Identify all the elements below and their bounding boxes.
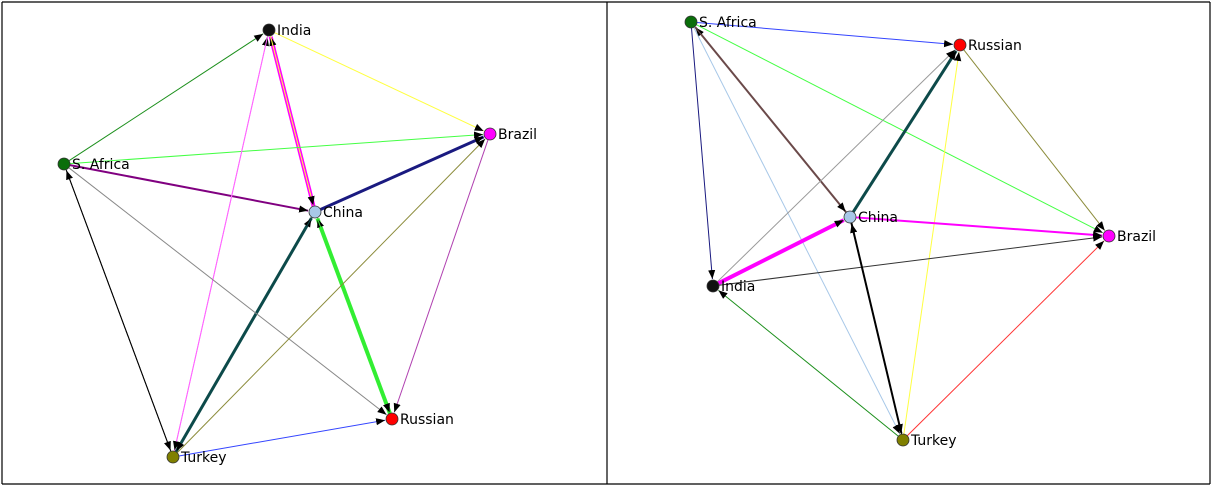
node-brazil (1102, 229, 1116, 243)
edge-brazil-to-russian (393, 139, 489, 413)
edge-turkey-to-india (718, 290, 899, 437)
node-china (308, 205, 322, 219)
edge-india-to-china (717, 218, 845, 286)
node-label-china: China (323, 205, 363, 221)
edge-turkey-to-china (850, 223, 903, 435)
edge-safrica-to-turkey (65, 169, 172, 451)
edge-india-to-russian (716, 49, 956, 283)
edge-turkey-to-brazil (176, 138, 486, 454)
edge-china-to-russian (851, 50, 958, 213)
node-label-china: China (858, 210, 898, 226)
edge-safrica-to-china (69, 164, 309, 213)
node-india (262, 23, 276, 37)
edge-india-to-brazil (718, 234, 1103, 286)
node-turkey (166, 450, 180, 464)
node-brazil (483, 127, 497, 141)
node-label-russian: Russian (400, 412, 454, 428)
edge-safrica-to-brazil (69, 131, 484, 165)
edge-safrica-to-russian (68, 167, 387, 416)
node-layer: S. Africa Russian China Brazil India Turkey (684, 15, 1156, 449)
edge-turkey-to-russian (903, 51, 962, 435)
node-label-india: India (721, 279, 755, 295)
node-russian (385, 412, 399, 426)
node-russian (953, 38, 967, 52)
edge-safrica-to-brazil (696, 24, 1103, 234)
edge-safrica-to-turkey (693, 27, 901, 434)
node-turkey (896, 433, 910, 447)
node-label-brazil: Brazil (1117, 229, 1156, 245)
right-network-panel: S. Africa Russian China Brazil India Turkey (684, 15, 1156, 449)
node-china (843, 210, 857, 224)
node-india (706, 279, 720, 293)
node-safrica (684, 15, 698, 29)
node-safrica (57, 157, 71, 171)
node-label-safrica: S. Africa (699, 15, 757, 31)
node-label-russian: Russian (968, 38, 1022, 54)
edge-layer (65, 32, 489, 457)
edge-safrica-to-russian (696, 22, 954, 48)
node-label-safrica: S. Africa (72, 157, 130, 173)
edge-layer (691, 22, 1106, 437)
node-label-india: India (277, 23, 311, 39)
edge-china-to-brazil (855, 216, 1103, 239)
edge-china-to-brazil (319, 135, 485, 211)
edge-safrica-to-india (68, 33, 264, 162)
edge-india-to-china (269, 35, 315, 206)
edge-safrica-to-china (694, 26, 846, 212)
edge-turkey-to-russian (178, 418, 386, 457)
edge-china-to-turkey (176, 216, 313, 452)
node-label-brazil: Brazil (498, 127, 537, 143)
edge-turkey-to-brazil (906, 240, 1105, 437)
edge-safrica-to-india (691, 27, 716, 280)
node-label-turkey: Turkey (910, 433, 957, 449)
left-network-panel: India Brazil S. Africa China Russian Turkey (57, 23, 537, 466)
node-label-turkey: Turkey (180, 450, 227, 466)
edge-china-to-russian (316, 217, 391, 413)
edge-india-to-brazil (274, 32, 484, 132)
edge-india-to-turkey (172, 35, 269, 451)
node-layer: India Brazil S. Africa China Russian Turkey (57, 23, 537, 466)
edge-russian-to-brazil (963, 49, 1106, 231)
